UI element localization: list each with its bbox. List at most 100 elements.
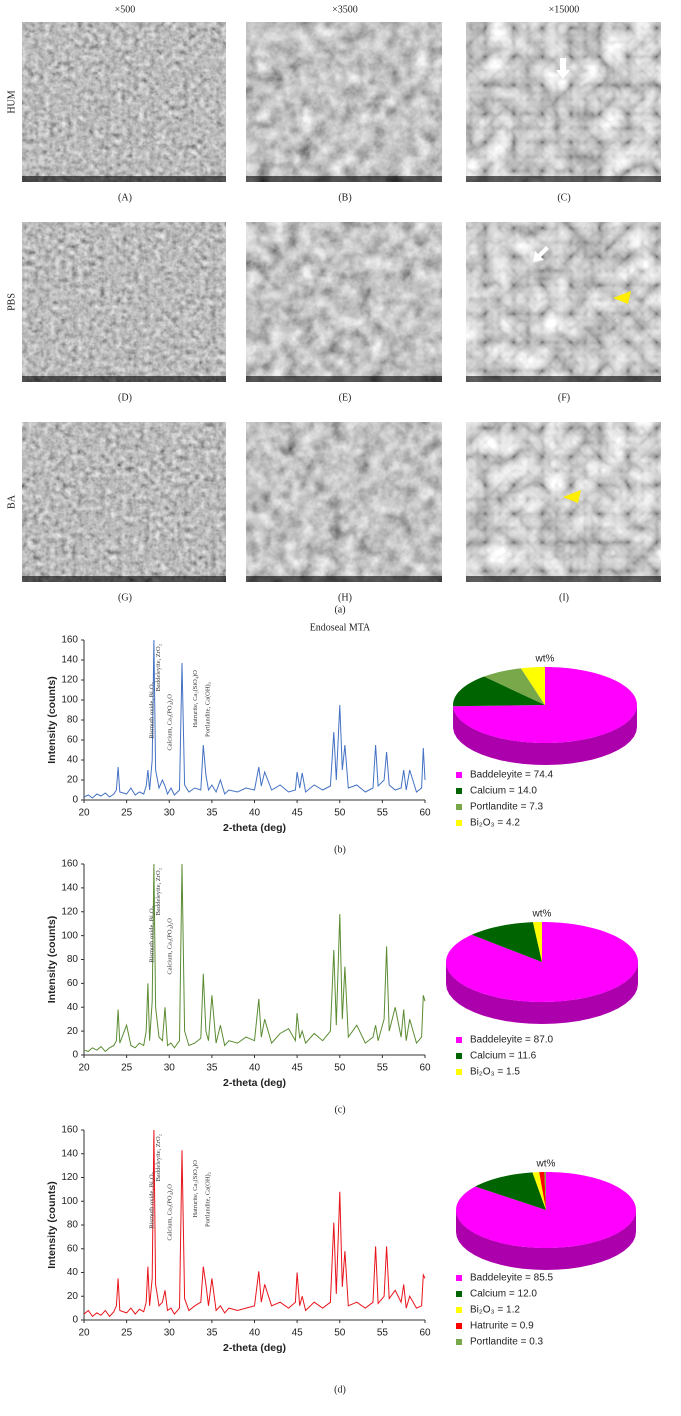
peak-annotation: Portlandite, Ca(OH)₂ bbox=[205, 682, 212, 737]
y-tick-label: 120 bbox=[61, 906, 78, 917]
pie-slice bbox=[532, 1172, 546, 1210]
pie-title: wt% bbox=[535, 654, 555, 665]
panel-label: (C) bbox=[557, 192, 570, 203]
panel-label: (G) bbox=[118, 592, 132, 603]
peak-annotation: Bismuth oxide, Bi₂O₃ bbox=[148, 1172, 155, 1229]
pie-slice bbox=[520, 667, 545, 705]
legend-swatch bbox=[456, 804, 462, 810]
y-tick-label: 120 bbox=[61, 1172, 78, 1183]
peak-annotation: Hatrurite, Ca₃(SiO₄)O bbox=[192, 1160, 199, 1218]
figure-label: (c) bbox=[334, 1104, 345, 1115]
x-tick-label: 55 bbox=[377, 1063, 389, 1074]
x-tick-label: 20 bbox=[78, 1328, 90, 1339]
x-tick-label: 45 bbox=[292, 1328, 304, 1339]
y-tick-label: 60 bbox=[67, 735, 79, 746]
y-tick-label: 40 bbox=[67, 1267, 79, 1278]
x-tick-label: 50 bbox=[334, 808, 346, 819]
figure-label: (b) bbox=[334, 844, 346, 855]
pie-slice bbox=[471, 922, 542, 962]
peak-annotation: Baddeleyite, ZrO₂ bbox=[155, 644, 162, 691]
y-axis-label: Intensity (counts) bbox=[46, 916, 58, 1004]
sem-image bbox=[246, 222, 442, 382]
column-label: ×500 bbox=[115, 4, 136, 15]
pie-slice bbox=[446, 922, 638, 1002]
y-tick-label: 160 bbox=[61, 635, 78, 646]
sem-footer bbox=[246, 176, 442, 182]
x-tick-label: 45 bbox=[292, 1063, 304, 1074]
legend-swatch bbox=[456, 1323, 462, 1329]
figure-label: (d) bbox=[334, 1384, 346, 1395]
legend-swatch bbox=[456, 772, 462, 778]
y-tick-label: 20 bbox=[67, 1026, 79, 1037]
x-tick-label: 30 bbox=[164, 808, 176, 819]
peak-annotation: Baddeleyite, ZrO₂ bbox=[155, 1134, 162, 1181]
legend-label: Calcium = 11.6 bbox=[470, 1051, 537, 1062]
sem-footer bbox=[22, 376, 226, 382]
x-tick-label: 25 bbox=[121, 808, 133, 819]
panel-label: (A) bbox=[118, 192, 132, 203]
pie-side bbox=[453, 705, 637, 765]
sem-footer bbox=[466, 176, 661, 182]
x-axis-label: 2-theta (deg) bbox=[223, 822, 286, 834]
x-axis-label: 2-theta (deg) bbox=[223, 1077, 286, 1089]
pie-side bbox=[446, 962, 638, 1024]
y-tick-label: 80 bbox=[67, 715, 79, 726]
peak-annotation: Bismuth oxide, Bi₂O₃ bbox=[148, 906, 155, 963]
panel-label: (F) bbox=[558, 392, 570, 403]
y-tick-label: 160 bbox=[61, 859, 78, 870]
pie-slice bbox=[544, 1172, 546, 1210]
pie-slice bbox=[475, 1172, 546, 1210]
y-tick-label: 140 bbox=[61, 1148, 78, 1159]
y-tick-label: 0 bbox=[72, 795, 78, 806]
sem-image bbox=[466, 422, 661, 582]
pie-title: wt% bbox=[536, 1159, 556, 1170]
y-tick-label: 60 bbox=[67, 978, 79, 989]
column-label: ×3500 bbox=[332, 4, 358, 15]
x-tick-label: 60 bbox=[419, 808, 431, 819]
legend-label: Portlandite = 7.3 bbox=[470, 802, 544, 813]
x-tick-label: 60 bbox=[419, 1328, 431, 1339]
y-tick-label: 80 bbox=[67, 954, 79, 965]
y-tick-label: 140 bbox=[61, 655, 78, 666]
x-tick-label: 45 bbox=[292, 808, 304, 819]
y-tick-label: 60 bbox=[67, 1243, 79, 1254]
y-tick-label: 140 bbox=[61, 883, 78, 894]
legend-swatch bbox=[456, 1339, 462, 1345]
xrd-line bbox=[83, 639, 426, 799]
x-tick-label: 25 bbox=[121, 1328, 133, 1339]
legend-swatch bbox=[456, 1307, 462, 1313]
peak-annotation: Calcium, Ca₃(PO₄)₂O bbox=[166, 918, 173, 975]
y-tick-label: 80 bbox=[67, 1220, 79, 1231]
sem-footer bbox=[22, 176, 226, 182]
legend-swatch bbox=[456, 1037, 462, 1043]
peak-annotation: Calcium, Ca₃(PO₄)₂O bbox=[166, 694, 173, 751]
legend-label: Bi₂O₃ = 1.2 bbox=[470, 1305, 520, 1316]
pie-slice bbox=[453, 676, 545, 707]
legend-label: Calcium = 12.0 bbox=[470, 1289, 537, 1300]
legend-label: Calcium = 14.0 bbox=[470, 786, 537, 797]
legend-swatch bbox=[456, 1069, 462, 1075]
legend-swatch bbox=[456, 1291, 462, 1297]
sem-arrows bbox=[533, 58, 631, 503]
peak-annotation: Calcium, Ca₃(PO₄)₂O bbox=[166, 1184, 173, 1241]
x-tick-label: 25 bbox=[121, 1063, 133, 1074]
y-axis-label: Intensity (counts) bbox=[46, 1181, 58, 1269]
sem-footer bbox=[246, 576, 442, 582]
legend-swatch bbox=[456, 820, 462, 826]
peak-annotation: Portlandite, Ca(OH)₂ bbox=[205, 1172, 212, 1227]
sem-image bbox=[466, 22, 661, 182]
y-tick-label: 40 bbox=[67, 755, 79, 766]
x-tick-label: 60 bbox=[419, 1063, 431, 1074]
y-tick-label: 0 bbox=[72, 1050, 78, 1061]
panel-label: (H) bbox=[338, 592, 352, 603]
pie-side bbox=[456, 1210, 636, 1270]
pie-slice bbox=[453, 667, 637, 743]
y-tick-label: 40 bbox=[67, 1002, 79, 1013]
x-tick-label: 50 bbox=[334, 1063, 346, 1074]
x-tick-label: 35 bbox=[206, 808, 218, 819]
panel-label: (B) bbox=[338, 192, 351, 203]
legend-label: Portlandite = 0.3 bbox=[470, 1337, 544, 1348]
sem-image bbox=[22, 422, 226, 582]
panel-label: (I) bbox=[559, 592, 569, 603]
